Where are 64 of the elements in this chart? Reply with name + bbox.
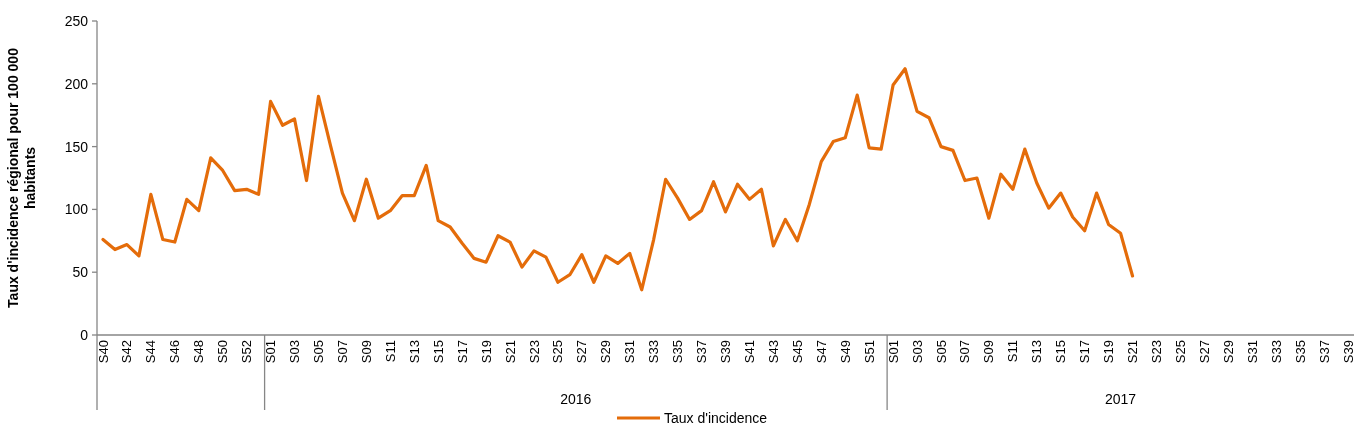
x-tick-label: S03: [287, 340, 303, 364]
x-tick-label: S23: [1149, 340, 1165, 364]
x-tick-label: S25: [1172, 340, 1188, 364]
x-tick-label: S21: [1125, 340, 1141, 364]
x-tick-label: S29: [598, 340, 614, 364]
x-tick-label: S50: [215, 340, 231, 364]
x-tick-label: S07: [334, 340, 350, 364]
x-tick-label: S09: [981, 340, 997, 364]
legend-label: Taux d'incidence: [664, 409, 768, 425]
y-tick-label: 150: [64, 138, 89, 155]
line-series: [101, 67, 1135, 292]
text: 2017: [1104, 391, 1137, 407]
x-tick-label: S15: [1053, 340, 1069, 364]
x-tick-label: S09: [358, 340, 374, 364]
x-tick-label: S39: [1340, 340, 1355, 364]
x-tick-label: S48: [191, 340, 207, 364]
x-tick-label: S31: [622, 340, 638, 364]
x-tick-label: S35: [670, 340, 686, 364]
x-tick-label: S33: [1268, 340, 1284, 364]
y-tick-label: 100: [64, 201, 89, 218]
x-tick-label: S45: [789, 340, 805, 364]
x-tick-label: S03: [909, 340, 925, 364]
y-tick-label: 0: [80, 326, 89, 343]
y-tick-label: 200: [64, 75, 89, 92]
x-tick-label: S37: [1316, 340, 1332, 364]
y-tick-label: 50: [72, 264, 89, 281]
x-tick-label: S05: [311, 340, 327, 364]
x-tick-label: S17: [454, 340, 470, 364]
x-tick-label: S41: [741, 340, 757, 364]
x-tick-label: S40: [95, 340, 111, 364]
x-tick-label: S52: [239, 340, 255, 364]
x-tick-label: S43: [765, 340, 781, 364]
x-tick-label: S42: [119, 340, 135, 364]
x-tick-label: S51: [861, 340, 877, 364]
x-tick-label: S33: [646, 340, 662, 364]
x-tick-label: S13: [406, 340, 422, 364]
x-tick-label: S07: [957, 340, 973, 364]
x-tick-label: S27: [574, 340, 590, 364]
x-tick-label: S01: [885, 340, 901, 364]
x-tick-label: S01: [263, 340, 279, 364]
x-tick-label: S11: [1005, 340, 1021, 363]
x-tick-label: S25: [550, 340, 566, 364]
x-tick-label: S13: [1029, 340, 1045, 364]
y-tick-label: 250: [64, 12, 89, 29]
x-tick-label: S44: [143, 340, 159, 364]
x-tick-label: S39: [718, 340, 734, 364]
x-tick-label: S15: [430, 340, 446, 364]
x-tick-label: S31: [1244, 340, 1260, 364]
x-tick-label: S11: [382, 340, 398, 363]
x-tick-label: S35: [1292, 340, 1308, 364]
x-tick-label: S19: [478, 340, 494, 364]
x-tick-label: S17: [1077, 340, 1093, 364]
x-tick-label: S29: [1220, 340, 1236, 364]
x-tick-label: S21: [502, 340, 518, 364]
x-tick-label: S37: [694, 340, 710, 364]
x-tick-label: S19: [1101, 340, 1117, 364]
x-tick-label: S46: [167, 340, 183, 364]
x-tick-label: S27: [1196, 340, 1212, 364]
x-tick-label: S23: [526, 340, 542, 364]
x-tick-label: S05: [933, 340, 949, 364]
y-axis-title: Taux d'incidence régional pour 100 000 habitants: [4, 47, 38, 308]
x-tick-label: S49: [837, 340, 853, 364]
x-tick-label: S47: [813, 340, 829, 364]
text: 2016: [560, 391, 592, 407]
